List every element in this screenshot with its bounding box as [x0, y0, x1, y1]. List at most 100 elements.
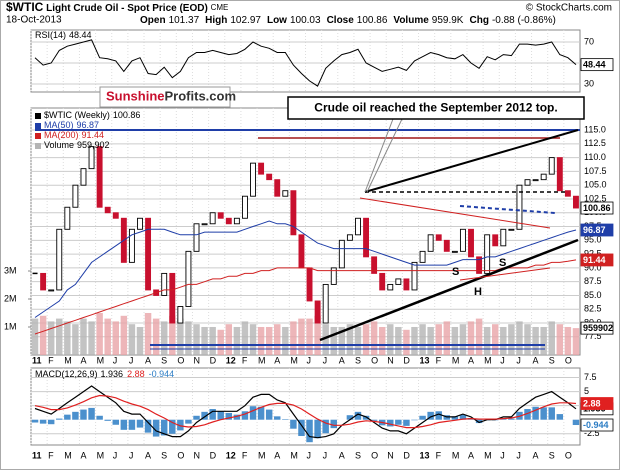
volume-bar: [160, 321, 168, 355]
y-tick-label: 107.5: [584, 166, 607, 176]
candle: [241, 195, 248, 219]
y-tick-label: 70: [584, 36, 594, 46]
value-tag: [580, 418, 614, 432]
histogram-bar: [403, 419, 410, 426]
pattern-label: S: [452, 266, 459, 278]
series-line: [34, 394, 577, 429]
candle: [112, 212, 119, 219]
histogram-bar: [282, 419, 289, 420]
histogram-bar: [217, 411, 224, 420]
histogram-bar: [314, 419, 321, 439]
volume-bar: [185, 321, 192, 355]
histogram-bar: [556, 414, 564, 420]
trend-lines: [35, 118, 580, 350]
volume-bar: [475, 318, 483, 355]
candle: [371, 256, 378, 274]
y2-tick-label: 3M: [4, 265, 17, 275]
candle: [258, 162, 265, 175]
x-tick-label: F: [48, 450, 54, 460]
histogram-bar: [435, 411, 442, 420]
volume-bar: [451, 326, 459, 355]
volume-bar: [516, 321, 523, 355]
x-tick-label: J: [113, 355, 118, 365]
volume-bar: [403, 329, 410, 355]
candle: [104, 206, 111, 214]
histogram-bar: [112, 419, 120, 425]
callout: Crude oil reached the September 2012 top…: [314, 101, 557, 115]
volume-bar: [306, 318, 313, 355]
field-value: 959.9K: [432, 15, 464, 26]
trend-line: [359, 197, 551, 229]
candle: [128, 228, 135, 263]
legend-label: MACD(12,26,9) 1.936 2.88 -0.944: [35, 369, 174, 379]
value-tag: [580, 397, 614, 410]
volume-bar: [362, 324, 370, 355]
x-tick-label: J: [307, 355, 312, 365]
x-tick-label: N: [387, 355, 394, 365]
x-tick-label: F: [436, 450, 442, 460]
volume-bar: [193, 324, 200, 355]
histogram-bar: [144, 419, 152, 433]
field-value: -0.88 (-0.86%): [492, 15, 556, 26]
header-fields: Open 101.37 High 102.97 Low 100.03 Close 100.86…: [140, 15, 556, 26]
logo-part: Sunshine: [106, 89, 165, 104]
candle: [169, 272, 176, 324]
field-value: 100.03: [290, 15, 321, 26]
candle: [225, 217, 232, 225]
histogram-bar: [346, 415, 354, 420]
value-tag-label: 100.86: [583, 203, 611, 213]
volume-bar: [201, 326, 208, 355]
trend-line: [459, 267, 551, 281]
field-value: 102.97: [230, 15, 261, 26]
histogram-bar: [233, 414, 241, 420]
volume-bar: [217, 329, 224, 355]
histogram-bar: [39, 419, 47, 424]
field-label: Volume: [393, 15, 429, 26]
legend-name: Volume: [44, 140, 74, 150]
histogram-bar: [298, 419, 305, 437]
y-tick-label: 30: [584, 78, 594, 88]
volume-bar: [128, 324, 136, 355]
y-tick-label: 85.0: [584, 290, 602, 300]
volume-bar: [209, 326, 216, 355]
value-tag: [580, 253, 614, 267]
x-tick-label: A: [274, 355, 280, 365]
x-tick-label: F: [436, 355, 442, 365]
x-tick-label: 12: [226, 450, 236, 460]
volume-bar: [435, 324, 442, 355]
histogram-bar: [508, 418, 515, 420]
candle: [217, 212, 224, 219]
legend-value: 48.44: [69, 30, 92, 40]
volume-bar: [508, 324, 515, 355]
volume-bar: [233, 326, 241, 355]
candle: [314, 300, 321, 324]
y2-tick-label: 2M: [4, 293, 17, 303]
volume-bar: [459, 324, 467, 355]
x-tick-label: F: [242, 355, 248, 365]
x-tick-label: M: [258, 450, 266, 460]
logo-part: Profits.com: [165, 89, 237, 104]
histogram-bar: [572, 419, 580, 426]
legend-value: 1.936: [101, 369, 124, 379]
histogram-bar: [201, 411, 208, 420]
header-title: $WTIC Light Crude Oil - Spot Price (EOD)…: [6, 0, 228, 14]
legend-name: MA(50): [44, 120, 74, 130]
legend-swatch: [35, 123, 41, 129]
trend-line: [364, 129, 579, 193]
x-tick-label: O: [177, 355, 184, 365]
histogram-bar: [160, 419, 168, 436]
y-tick-label: 95.0: [584, 235, 602, 245]
legend-value: 91.44: [82, 130, 105, 140]
x-tick-label: O: [565, 355, 572, 365]
volume-bar: [298, 318, 305, 355]
x-tick-label: M: [97, 450, 105, 460]
candle: [193, 223, 200, 252]
candle: [363, 217, 370, 258]
histogram-bar: [532, 406, 539, 420]
legend-label: Volume 959,902: [44, 140, 110, 150]
volume-bar: [354, 326, 362, 355]
candle: [476, 256, 483, 274]
volume-bar: [564, 326, 572, 355]
x-tick-label: F: [242, 450, 248, 460]
candle: [209, 212, 216, 225]
